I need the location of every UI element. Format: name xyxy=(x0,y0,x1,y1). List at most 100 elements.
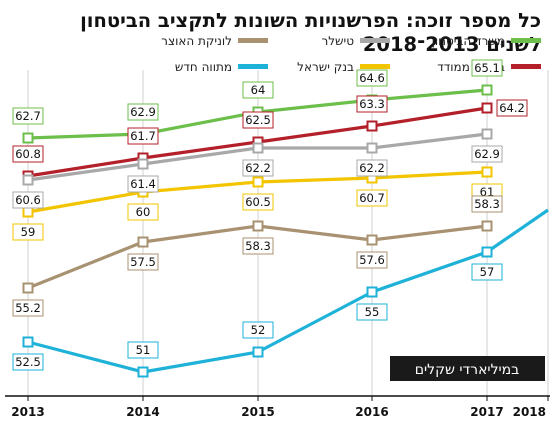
legend-entry: לוניקת האוצר xyxy=(161,34,232,48)
data-label-box xyxy=(356,189,388,207)
legend-entry: משרד הביטחון xyxy=(432,34,505,48)
chart-title: כל מספר זוכה: הפרשנויות השונות לתקציב הב… xyxy=(80,9,541,32)
data-point xyxy=(481,102,493,114)
data-label: 64.2 xyxy=(499,101,525,115)
series-line xyxy=(27,208,549,374)
legend-entry: מתווה חדש xyxy=(175,60,232,74)
data-point xyxy=(481,220,493,232)
data-label-box xyxy=(242,81,274,99)
x-tick-label: 2013 xyxy=(11,405,44,419)
legend-swatch xyxy=(511,64,541,69)
data-label: 62.2 xyxy=(359,161,385,175)
data-label-box xyxy=(127,103,159,121)
data-label-box xyxy=(471,195,503,213)
data-label-box xyxy=(12,353,44,371)
x-axis: 2013 2014 2015 2016 2017 2018 xyxy=(5,395,550,419)
data-label-box xyxy=(127,127,159,145)
legend-swatch xyxy=(238,38,268,43)
data-label: 51 xyxy=(136,343,151,357)
data-label: 57 xyxy=(480,265,495,279)
data-point xyxy=(481,84,493,96)
data-point xyxy=(252,346,264,358)
legend-swatch xyxy=(238,64,268,69)
data-label-box xyxy=(127,175,159,193)
units-badge-bg xyxy=(390,356,545,381)
data-label: 64.6 xyxy=(359,71,385,85)
data-label: 60 xyxy=(136,205,151,219)
data-label-box xyxy=(12,145,44,163)
x-tick-label: 2017 xyxy=(470,405,503,419)
data-label: 57.5 xyxy=(130,255,156,269)
data-label: 60.8 xyxy=(15,147,41,161)
x-tick-label: 2018 xyxy=(513,405,546,419)
data-label-box xyxy=(471,59,503,77)
data-label: 62.2 xyxy=(245,161,271,175)
data-label-box xyxy=(127,253,159,271)
data-label-box xyxy=(356,95,388,113)
data-point xyxy=(252,142,264,154)
data-label: 55 xyxy=(365,305,380,319)
x-tick-label: 2014 xyxy=(126,405,159,419)
legend-entry: בנק ישראל xyxy=(297,60,354,74)
data-label: 57.6 xyxy=(359,253,385,267)
data-label: 52 xyxy=(251,323,266,337)
data-point xyxy=(22,282,34,294)
data-label: 61.4 xyxy=(130,177,156,191)
data-label: 62.5 xyxy=(245,113,271,127)
data-label-box xyxy=(356,159,388,177)
data-label-box xyxy=(127,341,159,359)
data-label-box xyxy=(242,159,274,177)
data-label-box xyxy=(471,145,503,163)
data-label: 58.3 xyxy=(245,239,271,253)
data-point xyxy=(366,120,378,132)
data-label: 62.9 xyxy=(130,105,156,119)
chart-subtitle: לשנים 2013־2018 xyxy=(363,33,541,56)
data-label: 60.6 xyxy=(15,193,41,207)
legend-swatch xyxy=(360,64,390,69)
data-label-box xyxy=(242,321,274,339)
units-label: במיליארדי שקלים xyxy=(415,362,520,378)
data-point xyxy=(481,128,493,140)
legend-swatch xyxy=(511,38,541,43)
data-point xyxy=(137,236,149,248)
grid xyxy=(27,70,549,396)
data-point xyxy=(481,246,493,258)
units-badge: במיליארדי שקלים xyxy=(390,356,545,381)
data-point xyxy=(22,336,34,348)
data-label-box xyxy=(127,203,159,221)
data-label: 62.9 xyxy=(474,147,500,161)
data-point xyxy=(22,174,34,186)
data-label: 60.5 xyxy=(245,195,271,209)
data-label-box xyxy=(242,111,274,129)
data-point xyxy=(252,176,264,188)
data-label-box xyxy=(242,193,274,211)
data-label-box xyxy=(356,69,388,87)
data-label: 61.7 xyxy=(130,129,156,143)
data-point xyxy=(366,286,378,298)
data-label: 55.2 xyxy=(15,301,41,315)
legend-entry: טישלר xyxy=(321,34,354,48)
data-label-box xyxy=(242,237,274,255)
data-point xyxy=(366,142,378,154)
data-label-box xyxy=(356,251,388,269)
data-point xyxy=(137,366,149,378)
data-point xyxy=(252,220,264,232)
data-point xyxy=(481,166,493,178)
x-tick-label: 2016 xyxy=(355,405,388,419)
data-label: 52.5 xyxy=(15,355,41,369)
data-label: 58.3 xyxy=(474,197,500,211)
data-label: 65.1 xyxy=(474,61,500,75)
data-label-box xyxy=(496,99,528,117)
series-layer xyxy=(22,84,549,378)
data-point xyxy=(22,206,34,218)
data-point xyxy=(137,158,149,170)
data-label: 60.7 xyxy=(359,191,385,205)
data-labels: 62.7 62.9 64 64.6 65.1 60.8 61.7 62.5 63.3 64.2 60… xyxy=(12,59,528,371)
data-label: 64 xyxy=(251,83,266,97)
data-label-box xyxy=(12,223,44,241)
data-label-box xyxy=(12,107,44,125)
data-label-box xyxy=(356,303,388,321)
data-label-box xyxy=(12,191,44,209)
